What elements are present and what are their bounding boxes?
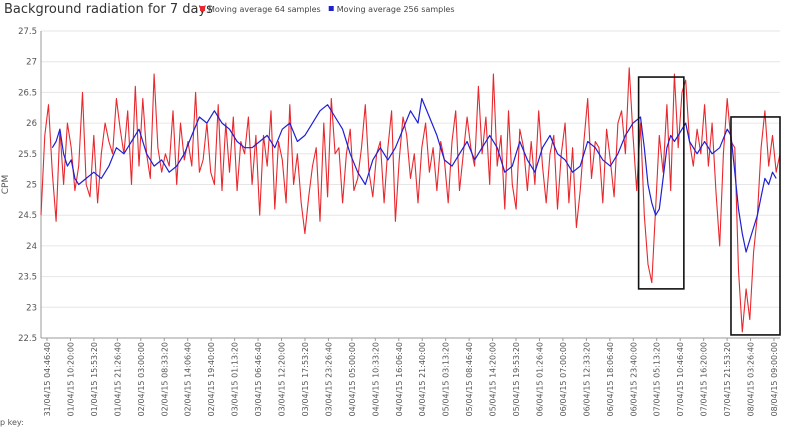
x-tick-label: 06/04/15 18:06:40 (606, 342, 615, 416)
y-tick-label: 23.5 (18, 273, 37, 283)
series-line-1 (40, 67, 781, 333)
y-tick-label: 22.5 (18, 334, 37, 344)
x-tick-label: 06/04/15 12:33:20 (582, 342, 591, 416)
x-tick-label: 03/04/15 12:20:00 (278, 342, 287, 416)
x-tick-label: 01/04/15 21:26:40 (113, 342, 122, 416)
legend-entry: Moving average 256 samples (337, 5, 455, 14)
x-tick-label: 04/04/15 21:40:00 (418, 342, 427, 416)
y-tick-label: 26.5 (18, 88, 37, 98)
x-tick-label: 07/04/15 21:53:20 (723, 342, 732, 416)
annotation-boxes (637, 76, 781, 336)
x-tick-label: 31/04/15 04:46:40 (43, 342, 52, 416)
x-tick-label: 04/04/15 05:00:00 (348, 342, 357, 416)
y-tick-label: 24.5 (18, 211, 37, 221)
series-lines (40, 67, 781, 333)
y-tick-label: 24 (26, 242, 37, 252)
x-tick-label: 03/04/15 06:46:40 (254, 342, 263, 416)
y-tick-label: 27.5 (18, 27, 37, 37)
x-tick-label: 03/04/15 17:53:20 (301, 342, 310, 416)
x-tick-label: 05/04/15 19:53:20 (512, 342, 521, 416)
series-line-2 (51, 97, 777, 253)
legend: Moving average 64 samples Moving average … (200, 5, 455, 14)
x-tick-label: 06/04/15 07:00:00 (559, 342, 568, 416)
y-tick-label: 23 (26, 303, 37, 313)
x-tick-label: 08/04/15 03:26:40 (747, 342, 756, 416)
legend-swatch (328, 6, 334, 11)
x-tick-label: 07/04/15 16:20:00 (700, 342, 709, 416)
x-tick-label: 05/04/15 14:20:00 (489, 342, 498, 416)
legend-entry: Moving average 64 samples (208, 5, 321, 14)
x-tick-label: 04/04/15 16:06:40 (395, 342, 404, 416)
x-tick-label: 02/04/15 08:33:20 (160, 342, 169, 416)
x-tick-label: 02/04/15 03:00:00 (137, 342, 146, 416)
y-tick-label: 26 (26, 119, 37, 129)
gridlines (41, 30, 780, 339)
y-tick-label: 27 (26, 58, 37, 68)
x-tick-label: 01/04/15 15:53:20 (90, 342, 99, 416)
x-tick-label: 01/04/15 10:20:00 (66, 342, 75, 416)
x-tick-label: 05/04/15 08:46:40 (465, 342, 474, 416)
x-tick-label: 02/04/15 14:06:40 (184, 342, 193, 416)
x-tick-labels: 31/04/15 04:46:40 01/04/15 10:20:00 01/04/… (43, 338, 779, 416)
y-tick-label: 25 (26, 181, 37, 191)
x-tick-label: 06/04/15 23:40:00 (629, 342, 638, 416)
legend-swatch (200, 6, 205, 11)
chart-title: Background radiation for 7 days (4, 2, 213, 17)
x-tick-label: 07/04/15 05:13:20 (653, 342, 662, 416)
highlight-box (637, 76, 685, 290)
x-tick-label: 08/04/15 09:00:00 (770, 342, 779, 416)
x-tick-label: 07/04/15 10:46:40 (676, 342, 685, 416)
y-axis-label: CPM (1, 175, 11, 194)
x-tick-label: 04/04/15 10:33:20 (371, 342, 380, 416)
footer-label: p key: (0, 418, 24, 427)
highlight-box (730, 116, 781, 336)
y-tick-labels: 22.5 23 23.5 24 24.5 25 25.5 26 26.5 27 27.5 (18, 27, 37, 344)
x-tick-label: 02/04/15 19:40:00 (207, 342, 216, 416)
y-tick-label: 25.5 (18, 150, 37, 160)
x-tick-label: 03/04/15 23:26:40 (324, 342, 333, 416)
x-tick-label: 03/04/15 01:13:20 (231, 342, 240, 416)
x-tick-label: 05/04/15 03:13:20 (442, 342, 451, 416)
x-tick-label: 06/04/15 01:26:40 (535, 342, 544, 416)
